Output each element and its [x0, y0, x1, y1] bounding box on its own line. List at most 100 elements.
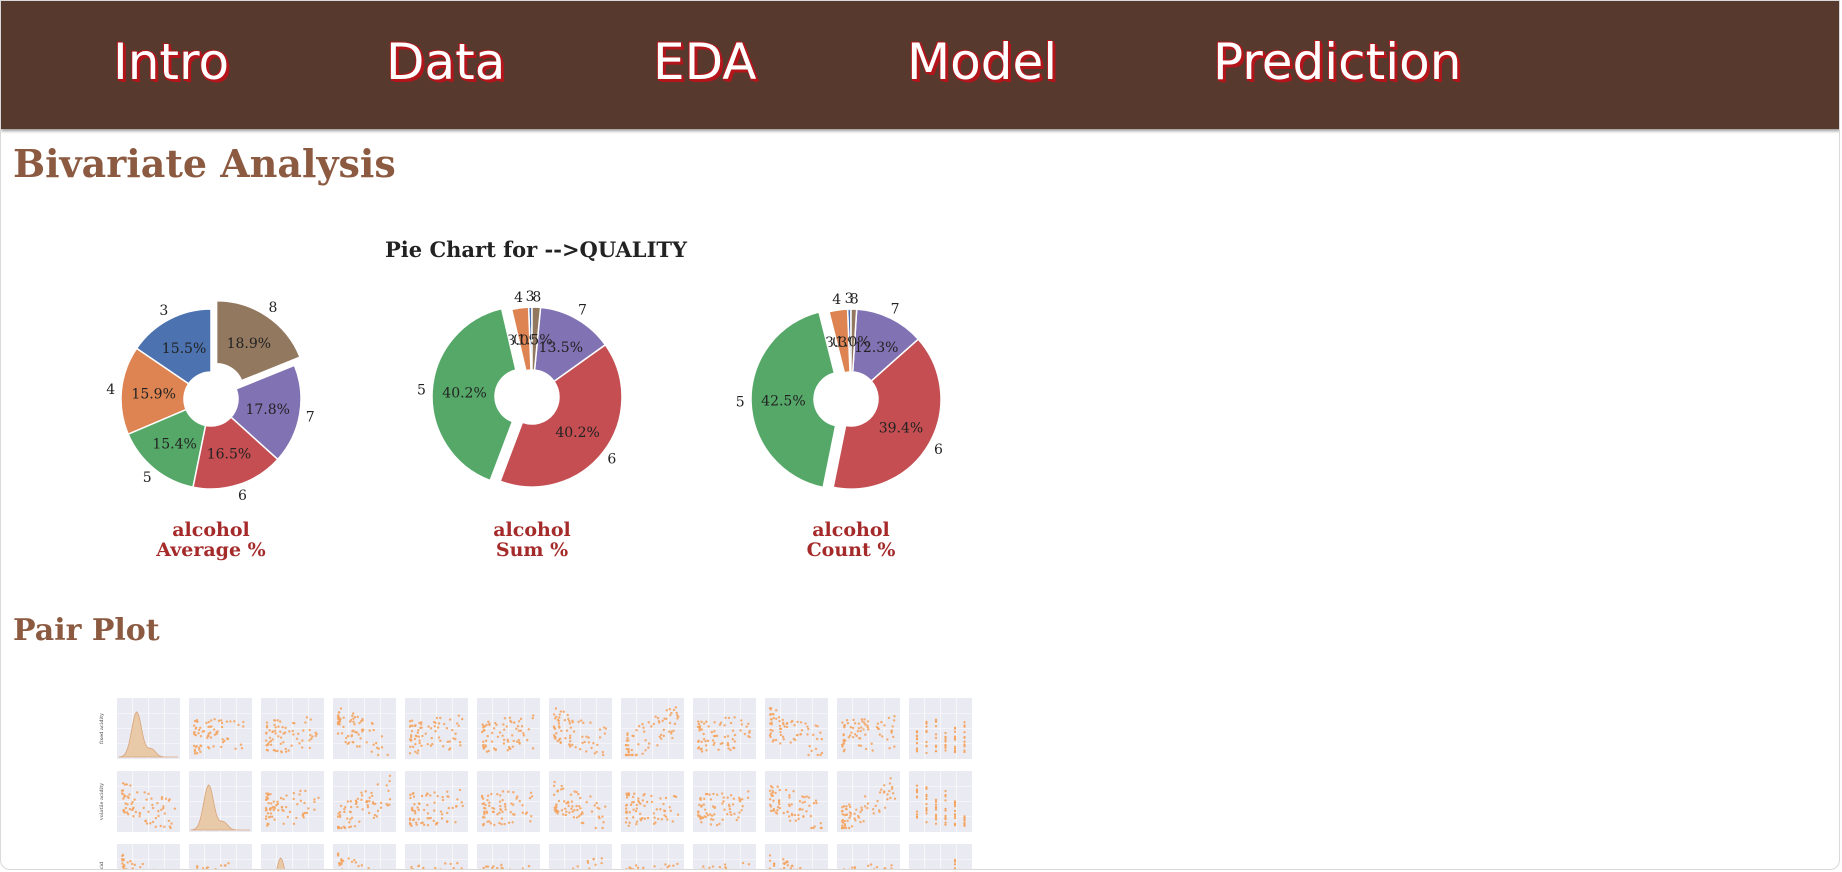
nav-eda[interactable]: EDA	[653, 33, 757, 91]
top-nav: Intro Data EDA Model Prediction	[1, 1, 1839, 129]
pie-slice-8	[215, 299, 302, 382]
pair-plot-cell	[117, 844, 180, 869]
nav-prediction[interactable]: Prediction	[1213, 33, 1462, 91]
pair-plot-cell	[117, 771, 180, 832]
pair-plot-cell	[693, 698, 756, 759]
pair-plot-cell	[261, 698, 324, 759]
pie-category-label: 8	[850, 291, 859, 307]
nav-intro[interactable]: Intro	[113, 33, 230, 91]
pair-plot-cell	[837, 844, 900, 869]
nav-data[interactable]: Data	[386, 33, 506, 91]
pie-charts: 15.5% 3 15.9% 4 15.4% 5 16.5% 6 17.8% 7 18.9% 8 alco…	[106, 289, 943, 561]
pie-category-label: 5	[417, 383, 426, 399]
pair-plot-cell	[189, 844, 252, 869]
pair-plot-cell	[837, 698, 900, 759]
pair-plot-cell	[333, 698, 396, 759]
pie-slice-8	[850, 308, 858, 373]
pair-plot-cell	[333, 771, 396, 832]
pie-category-label: 7	[578, 303, 587, 319]
pie-category-label: 3	[159, 303, 168, 319]
pie-caption-variable: alcohol	[493, 519, 570, 541]
pair-plot-cell	[837, 771, 900, 832]
pie-1: 15.5% 3 15.9% 4 15.4% 5 16.5% 6 17.8% 7 18.9% 8	[106, 299, 315, 504]
pie-slice-6	[192, 416, 279, 490]
bivariate-analysis-title: Bivariate Analysis	[13, 141, 396, 186]
pair-plot-cell	[909, 698, 972, 759]
pie-slice-3	[135, 308, 212, 385]
nav-model[interactable]: Model	[907, 33, 1058, 91]
pie-percent-label: 18.9%	[227, 336, 271, 352]
pie-percent-label: 1.0%	[835, 334, 871, 350]
pie-2: 0.6%33.0%440.2%540.2%613.5%71.5%8	[417, 289, 623, 488]
pie-caption-variable: alcohol	[172, 519, 249, 541]
pie-caption-metric: Sum %	[496, 539, 568, 561]
pie-percent-label: 40.2%	[555, 425, 599, 441]
pie-slice-6	[832, 338, 942, 490]
pie-category-label: 5	[736, 395, 745, 411]
pie-caption-variable: alcohol	[812, 519, 889, 541]
pair-plot-cell	[549, 698, 612, 759]
pair-plot-cell	[909, 771, 972, 832]
pie-category-label: 6	[238, 488, 247, 504]
pie-category-label: 4	[106, 382, 115, 398]
pie-percent-label: 17.8%	[245, 402, 289, 418]
pair-plot-cell	[621, 771, 684, 832]
pie-percent-label: 12.3%	[854, 340, 898, 356]
pair-plot-cell	[117, 698, 180, 759]
pair-plot-cell	[693, 844, 756, 869]
pie-percent-label: 15.5%	[162, 341, 206, 357]
pie-slice-5	[750, 311, 837, 489]
pair-plot-cell	[549, 771, 612, 832]
pie-caption-metric: Average %	[155, 539, 265, 561]
pair-row-label: fixed acidity	[99, 713, 105, 744]
pie-slice-7	[229, 364, 302, 461]
pie-chart-suptitle: Pie Chart for -->QUALITY	[385, 237, 688, 262]
pair-plot-cell	[333, 844, 396, 869]
pair-plot-cell	[621, 698, 684, 759]
pair-plot-title: Pair Plot	[13, 613, 160, 648]
pair-plot-cell	[405, 771, 468, 832]
pair-row-label: volatile acidity	[99, 783, 105, 821]
pie-category-label: 8	[532, 289, 541, 305]
pair-plot-cell	[549, 844, 612, 869]
pair-row-label: citric acid	[99, 861, 105, 870]
pair-plot-cell	[477, 771, 540, 832]
pie-slice-4	[120, 347, 190, 436]
pie-slice-5	[127, 408, 207, 489]
pie-slice-8	[531, 306, 542, 371]
pie-slice-5	[431, 307, 517, 482]
pair-plot-cell	[765, 771, 828, 832]
pair-plot-cell	[693, 771, 756, 832]
pair-plot-cell	[261, 844, 324, 869]
pair-plot-cell	[765, 698, 828, 759]
pair-plot-cell	[261, 771, 324, 832]
pie-percent-label: 15.4%	[152, 437, 196, 453]
pie-caption-metric: Count %	[807, 539, 896, 561]
pair-plot-cell	[621, 844, 684, 869]
pie-percent-label: 16.5%	[207, 447, 251, 463]
pair-plot-cell	[909, 844, 972, 869]
pie-percent-label: 15.9%	[131, 386, 175, 402]
pie-percent-label: 42.5%	[761, 394, 805, 410]
pair-plot-cell	[477, 698, 540, 759]
pie-percent-label: 40.2%	[442, 385, 486, 401]
pie-category-label: 3	[526, 289, 535, 305]
pie-category-label: 3	[845, 291, 854, 307]
pie-category-label: 7	[306, 410, 315, 426]
pie-category-label: 6	[934, 442, 943, 458]
pair-plot-cell	[189, 771, 252, 832]
pie-category-label: 4	[832, 292, 841, 308]
pie-percent-label: 39.4%	[879, 421, 923, 437]
pair-plot-cell	[765, 844, 828, 869]
pie-category-label: 5	[143, 470, 152, 486]
pie-percent-label: 1.5%	[517, 332, 553, 348]
pair-plot-cell	[189, 698, 252, 759]
pie-percent-label: 13.5%	[539, 340, 583, 356]
pie-category-label: 4	[514, 290, 523, 306]
pie-slice-6	[499, 343, 623, 488]
pie-slice-4	[828, 308, 851, 374]
pair-plot-grid: fixed acidity volatile acidity citric acid	[99, 698, 972, 870]
pie-slice-4	[510, 306, 532, 372]
pie-category-label: 6	[607, 452, 616, 468]
